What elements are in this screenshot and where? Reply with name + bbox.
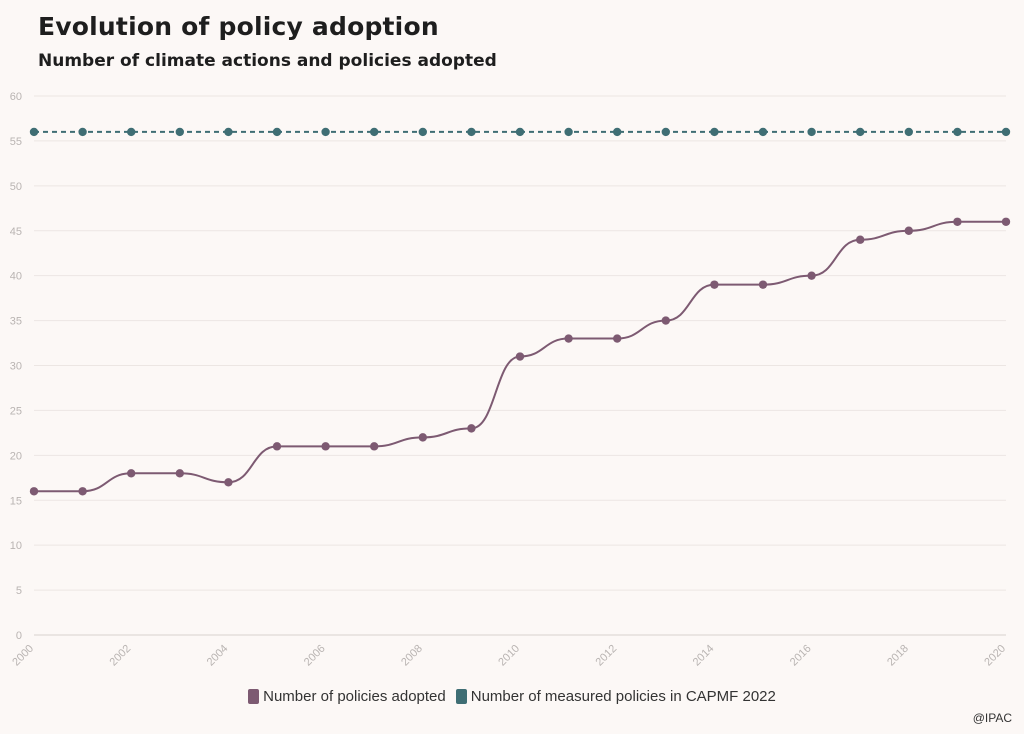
data-point-series-1	[613, 127, 622, 137]
y-tick-label: 0	[16, 630, 22, 642]
data-point-series-0	[370, 442, 379, 451]
data-point-series-1	[224, 127, 233, 137]
y-tick-label: 45	[10, 226, 22, 238]
x-tick-label: 2018	[885, 643, 911, 669]
data-point-series-1	[418, 127, 427, 137]
data-point-series-0	[515, 352, 525, 361]
y-tick-label: 30	[10, 361, 22, 373]
y-tick-label: 20	[10, 450, 22, 462]
data-point-series-1	[467, 127, 476, 137]
data-point-series-0	[418, 433, 427, 442]
x-tick-label: 2000	[10, 643, 36, 669]
y-tick-label: 50	[10, 181, 22, 193]
x-tick-label: 2012	[594, 643, 620, 669]
data-point-series-1	[1001, 127, 1011, 137]
legend-swatch-measured	[455, 689, 467, 704]
data-point-series-0	[904, 226, 913, 235]
chart-legend: Number of policies adopted Number of mea…	[0, 688, 1024, 705]
data-point-series-0	[1001, 217, 1011, 226]
data-point-series-0	[564, 334, 573, 343]
y-tick-label: 35	[10, 316, 22, 328]
y-tick-label: 25	[10, 405, 22, 417]
data-point-series-0	[29, 487, 39, 496]
data-point-series-0	[710, 280, 719, 289]
data-point-series-0	[953, 217, 962, 226]
x-tick-label: 2004	[205, 643, 231, 669]
y-tick-label: 15	[10, 495, 22, 507]
y-tick-label: 10	[10, 540, 22, 552]
x-tick-label: 2008	[399, 643, 425, 669]
x-tick-label: 2016	[788, 643, 814, 669]
data-point-series-0	[127, 469, 136, 478]
data-point-series-1	[904, 127, 913, 137]
y-tick-label: 60	[10, 91, 22, 103]
y-tick-label: 40	[10, 271, 22, 283]
data-point-series-1	[127, 127, 136, 137]
data-point-series-1	[807, 127, 816, 137]
data-point-series-0	[661, 316, 670, 325]
legend-label-adopted: Number of policies adopted	[263, 688, 446, 705]
data-point-series-1	[175, 127, 184, 137]
data-point-series-1	[856, 127, 865, 137]
data-point-series-1	[29, 127, 39, 137]
y-tick-label: 55	[10, 136, 22, 148]
data-point-series-0	[175, 469, 184, 478]
data-point-series-0	[613, 334, 622, 343]
data-point-series-0	[758, 280, 768, 289]
data-point-series-1	[710, 127, 719, 137]
data-point-series-0	[272, 442, 282, 451]
data-point-series-1	[661, 127, 670, 137]
data-point-series-1	[370, 127, 379, 137]
y-tick-label: 5	[16, 585, 22, 597]
chart-subtitle: Number of climate actions and policies a…	[38, 51, 497, 71]
data-point-series-1	[272, 127, 282, 137]
data-point-series-0	[224, 478, 233, 487]
data-point-series-0	[467, 424, 476, 433]
legend-swatch-adopted	[248, 689, 260, 704]
data-point-series-1	[953, 127, 962, 137]
legend-item-measured[interactable]: Number of measured policies in CAPMF 202…	[455, 688, 776, 705]
legend-item-adopted[interactable]: Number of policies adopted	[248, 688, 446, 705]
data-point-series-1	[78, 127, 87, 137]
legend-label-measured: Number of measured policies in CAPMF 202…	[470, 688, 776, 705]
data-point-series-1	[564, 127, 573, 137]
data-point-series-1	[515, 127, 525, 137]
data-point-series-0	[856, 235, 865, 244]
source-credit: @IPAC	[972, 711, 1012, 725]
chart-title: Evolution of policy adoption	[38, 12, 439, 41]
x-tick-label: 2014	[691, 643, 717, 669]
x-tick-label: 2010	[496, 643, 522, 669]
data-point-series-0	[78, 487, 87, 496]
x-tick-label: 2006	[302, 643, 328, 669]
data-point-series-0	[807, 271, 816, 280]
data-point-series-1	[321, 127, 330, 137]
data-point-series-1	[758, 127, 768, 137]
x-tick-label: 2020	[982, 643, 1008, 669]
x-tick-label: 2002	[108, 643, 134, 669]
data-point-series-0	[321, 442, 330, 451]
